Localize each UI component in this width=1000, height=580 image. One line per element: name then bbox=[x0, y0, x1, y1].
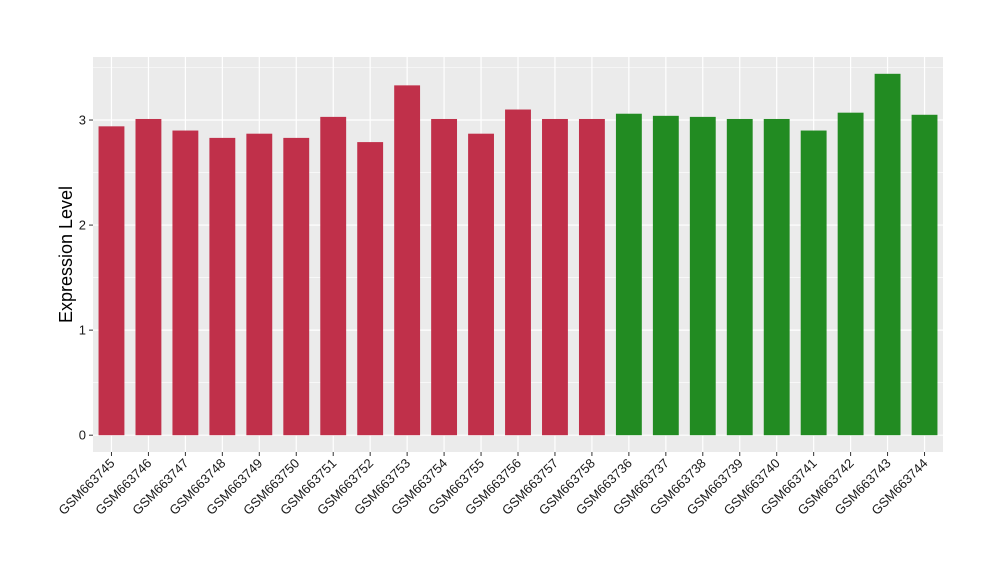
bar-GSM663751 bbox=[320, 116, 347, 436]
bar-GSM663746 bbox=[135, 118, 162, 436]
bar-GSM663743 bbox=[874, 73, 901, 436]
bar-GSM663739 bbox=[726, 118, 753, 436]
bar-GSM663758 bbox=[578, 118, 605, 436]
bar-GSM663756 bbox=[505, 109, 531, 436]
bar-GSM663744 bbox=[911, 114, 938, 436]
bar-GSM663736 bbox=[615, 113, 642, 436]
y-tick-label: 2 bbox=[79, 218, 86, 233]
bar-GSM663750 bbox=[283, 137, 310, 436]
bar-GSM663752 bbox=[357, 142, 384, 436]
bar-GSM663745 bbox=[98, 126, 125, 436]
bar-GSM663753 bbox=[394, 85, 421, 436]
bar-GSM663747 bbox=[172, 130, 199, 436]
x-axis: GSM663745GSM663746GSM663747GSM663748GSM6… bbox=[55, 452, 931, 518]
bar-GSM663740 bbox=[763, 118, 790, 436]
y-tick-label: 0 bbox=[79, 428, 86, 443]
bar-GSM663757 bbox=[542, 118, 568, 436]
bar-GSM663749 bbox=[246, 133, 273, 436]
y-axis: 0 1 2 3 bbox=[79, 113, 93, 443]
y-axis-title: Expression Level bbox=[56, 186, 76, 323]
bar-GSM663755 bbox=[468, 133, 494, 436]
bar-GSM663748 bbox=[209, 137, 236, 436]
bar-GSM663741 bbox=[800, 130, 827, 436]
bar-GSM663754 bbox=[431, 118, 458, 436]
bars bbox=[98, 73, 938, 436]
bar-GSM663738 bbox=[689, 116, 716, 436]
y-tick-label: 3 bbox=[79, 113, 86, 128]
bar-GSM663742 bbox=[837, 112, 864, 436]
bar-GSM663737 bbox=[652, 115, 679, 436]
y-tick-label: 1 bbox=[79, 323, 86, 338]
